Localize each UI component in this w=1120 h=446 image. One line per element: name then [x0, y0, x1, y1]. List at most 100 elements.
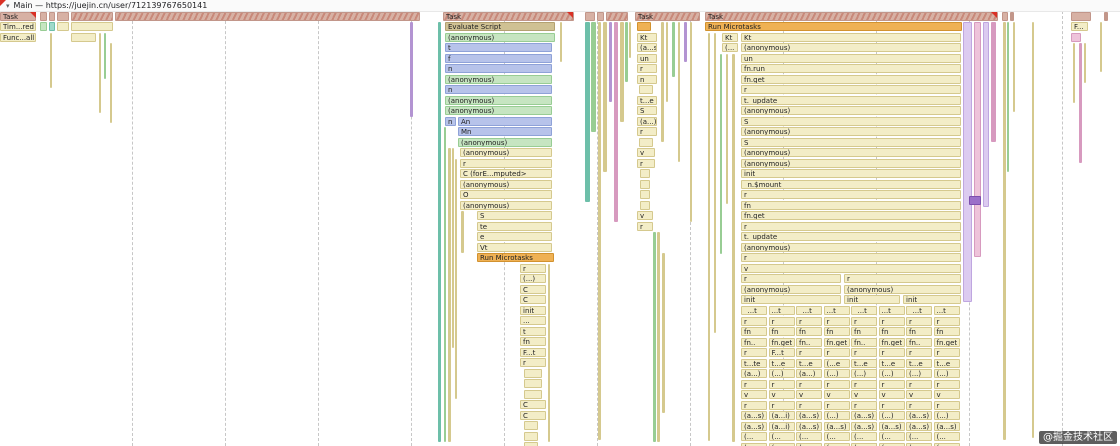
- flame-bar[interactable]: r: [741, 400, 767, 410]
- flame-stripe[interactable]: [598, 22, 601, 440]
- flame-stripe[interactable]: [639, 138, 653, 147]
- thread-track-header[interactable]: ▾ Main — https://juejin.cn/user/71213976…: [0, 0, 1120, 12]
- flame-bar[interactable]: (anonymous): [741, 243, 961, 252]
- flame-bar[interactable]: F...t: [520, 348, 546, 357]
- flame-bar[interactable]: un: [741, 54, 961, 63]
- flame-stripe[interactable]: [597, 12, 604, 21]
- flame-bar[interactable]: F...: [1071, 22, 1088, 31]
- flame-bar[interactable]: (...: [878, 442, 905, 446]
- flame-stripe[interactable]: [40, 12, 47, 21]
- flame-bar[interactable]: fn: [768, 327, 795, 336]
- flame-bar[interactable]: r: [906, 379, 932, 389]
- flame-stripe[interactable]: [49, 12, 55, 21]
- flame-bar[interactable]: (anonymous): [460, 180, 552, 189]
- flame-bar[interactable]: (...): [878, 411, 905, 420]
- flame-bar[interactable]: (a...s): [796, 421, 822, 431]
- flame-bar[interactable]: r: [796, 316, 822, 326]
- flame-bar[interactable]: t...e: [637, 96, 657, 105]
- flame-bar[interactable]: r: [741, 379, 767, 389]
- flame-stripe[interactable]: [640, 169, 650, 178]
- flame-bar[interactable]: (...): [520, 274, 546, 283]
- flame-stripe[interactable]: [1002, 12, 1008, 21]
- flame-bar[interactable]: (...: [933, 442, 960, 446]
- flame-stripe[interactable]: [1079, 43, 1082, 163]
- flame-bar[interactable]: (...): [933, 369, 960, 378]
- flame-bar[interactable]: t...e: [768, 358, 795, 368]
- flame-bar[interactable]: init: [741, 295, 841, 304]
- flame-stripe[interactable]: [1010, 12, 1014, 21]
- flame-stripe[interactable]: [71, 33, 96, 42]
- flame-bar[interactable]: (...): [878, 369, 905, 378]
- flame-bar[interactable]: fn.get: [933, 337, 960, 347]
- flame-bar[interactable]: (...: [741, 432, 767, 441]
- flame-bar[interactable]: t...e: [878, 358, 905, 368]
- flame-bar[interactable]: (a...i): [768, 421, 795, 431]
- flame-bar[interactable]: t...e: [851, 358, 877, 368]
- flame-bar[interactable]: (a...s): [796, 411, 822, 420]
- flame-bar[interactable]: t: [520, 327, 546, 336]
- flame-bar[interactable]: ...t: [878, 306, 905, 315]
- flame-bar[interactable]: C: [520, 411, 546, 420]
- flame-bar[interactable]: (a...s): [741, 411, 767, 420]
- flame-bar[interactable]: init: [520, 306, 546, 315]
- flame-bar[interactable]: r: [878, 348, 905, 357]
- flame-bar[interactable]: (anonymous): [445, 33, 555, 42]
- flame-bar[interactable]: t: [445, 43, 552, 52]
- flame-stripe[interactable]: [50, 33, 52, 88]
- flame-bar[interactable]: S: [477, 211, 552, 220]
- flame-bar[interactable]: r: [878, 379, 905, 389]
- flame-bar[interactable]: Mn: [458, 127, 552, 136]
- flame-bar[interactable]: v: [741, 264, 961, 273]
- flame-bar[interactable]: r: [741, 222, 961, 231]
- flame-bar[interactable]: r: [933, 348, 960, 357]
- flame-bar[interactable]: v: [637, 211, 653, 220]
- flame-bar[interactable]: r: [741, 85, 961, 94]
- flame-stripe[interactable]: [1104, 12, 1108, 21]
- flame-bar[interactable]: _...t: [796, 306, 822, 315]
- flame-stripe[interactable]: [678, 22, 680, 162]
- flame-stripe[interactable]: [640, 190, 650, 199]
- flame-bar[interactable]: n: [445, 117, 456, 126]
- flame-bar[interactable]: r: [637, 127, 657, 136]
- flame-stripe[interactable]: [524, 379, 542, 388]
- flame-bar[interactable]: S: [741, 117, 961, 126]
- flame-bar[interactable]: (a...s): [741, 421, 767, 431]
- flame-stripe[interactable]: [726, 54, 728, 204]
- flame-stripe[interactable]: [71, 12, 113, 21]
- flame-bar[interactable]: fn: [796, 327, 822, 336]
- flame-bar[interactable]: S: [741, 138, 961, 147]
- flame-bar[interactable]: Evaluate Script: [445, 22, 555, 31]
- flame-bar[interactable]: Run Microtasks: [477, 253, 554, 262]
- flame-bar[interactable]: r: [796, 379, 822, 389]
- flame-bar[interactable]: r: [796, 400, 822, 410]
- flame-bar[interactable]: un: [637, 54, 657, 63]
- flame-bar[interactable]: t...te: [741, 358, 767, 368]
- flame-bar[interactable]: F...t: [768, 348, 795, 357]
- flame-bar[interactable]: te: [477, 222, 552, 231]
- flame-stripe[interactable]: [452, 148, 454, 348]
- flame-bar[interactable]: r: [520, 264, 546, 273]
- flame-bar[interactable]: (...: [823, 442, 850, 446]
- flame-bar[interactable]: (...: [823, 432, 850, 441]
- flame-bar[interactable]: fn: [878, 327, 905, 336]
- flame-bar[interactable]: r: [851, 400, 877, 410]
- flame-bar[interactable]: v: [933, 390, 960, 399]
- flame-stripe[interactable]: [591, 22, 596, 132]
- flame-stripe[interactable]: [666, 22, 668, 102]
- flame-bar[interactable]: (anonymous): [844, 285, 961, 294]
- flame-bar[interactable]: e: [477, 232, 552, 241]
- flame-bar[interactable]: r: [906, 348, 932, 357]
- flame-stripe[interactable]: [585, 12, 595, 21]
- flame-bar[interactable]: Kt: [722, 33, 738, 42]
- flame-bar[interactable]: r: [741, 274, 841, 283]
- flame-bar[interactable]: r: [768, 400, 795, 410]
- flame-stripe[interactable]: [524, 421, 538, 430]
- flame-bar[interactable]: (a...s): [906, 411, 932, 420]
- flame-stripe[interactable]: [609, 22, 612, 102]
- flame-bar[interactable]: fn..: [906, 337, 932, 347]
- flame-stripe[interactable]: [963, 22, 972, 302]
- flame-bar[interactable]: (a...s): [906, 421, 932, 431]
- flame-bar[interactable]: (anonymous): [460, 148, 552, 157]
- flame-bar[interactable]: fn.get: [741, 211, 961, 220]
